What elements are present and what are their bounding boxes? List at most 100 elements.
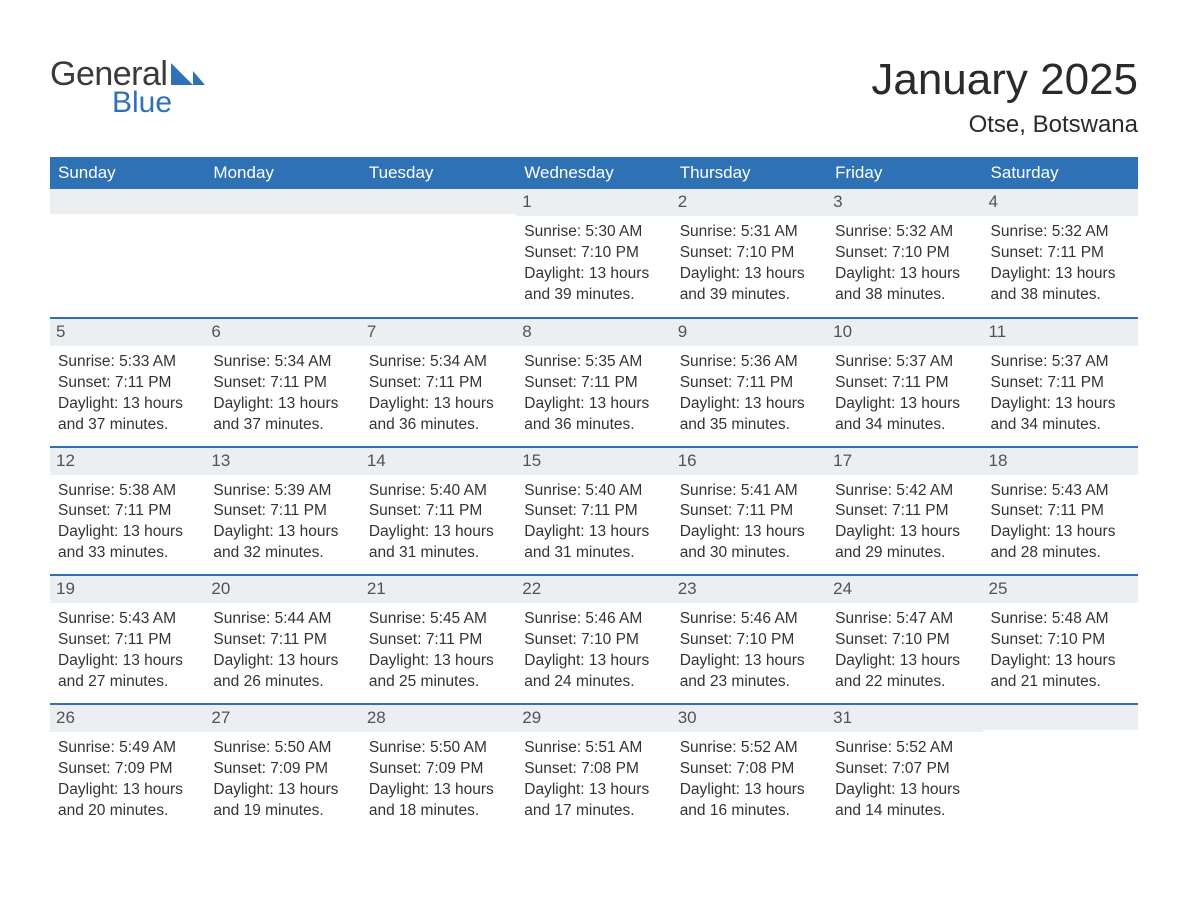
day-cell-2: 2 Sunrise: 5:31 AMSunset: 7:10 PMDaylight… [672, 189, 827, 317]
day-number: 8 [516, 319, 671, 346]
day-number: 9 [672, 319, 827, 346]
day-cell-22: 22 Sunrise: 5:46 AMSunset: 7:10 PMDayligh… [516, 576, 671, 703]
week-row: 1 Sunrise: 5:30 AMSunset: 7:10 PMDaylight… [50, 189, 1138, 317]
weekday-header: SundayMondayTuesdayWednesdayThursdayFrid… [50, 157, 1138, 189]
day-number: 12 [50, 448, 205, 475]
week-row: 19Sunrise: 5:43 AMSunset: 7:11 PMDayligh… [50, 574, 1138, 703]
header: General Blue January 2025 Otse, Botswana [50, 55, 1138, 139]
day-cell-12: 12 Sunrise: 5:38 AMSunset: 7:11 PMDayligh… [50, 448, 205, 575]
week-row: 5Sunrise: 5:33 AMSunset: 7:11 PMDaylight… [50, 317, 1138, 446]
week-row: 12 Sunrise: 5:38 AMSunset: 7:11 PMDayligh… [50, 446, 1138, 575]
day-number: 21 [361, 576, 516, 603]
day-number: 20 [205, 576, 360, 603]
day-number: 24 [827, 576, 982, 603]
day-details: Sunrise: 5:42 AMSunset: 7:11 PMDaylight:… [835, 481, 974, 565]
day-number: 10 [827, 319, 982, 346]
day-cell-21: 21 Sunrise: 5:45 AMSunset: 7:11 PMDayligh… [361, 576, 516, 703]
day-details: Sunrise: 5:44 AMSunset: 7:11 PMDaylight:… [213, 609, 352, 693]
day-number: 17 [827, 448, 982, 475]
day-cell-3: 3Sunrise: 5:32 AMSunset: 7:10 PMDaylight… [827, 189, 982, 317]
weekday-sunday: Sunday [50, 157, 205, 189]
day-cell-31: 31 Sunrise: 5:52 AMSunset: 7:07 PMDayligh… [827, 705, 982, 832]
day-cell-empty [361, 189, 516, 317]
location-label: Otse, Botswana [871, 111, 1138, 139]
day-number: 26 [50, 705, 205, 732]
day-cell-18: 18 Sunrise: 5:43 AMSunset: 7:11 PMDayligh… [983, 448, 1138, 575]
day-details: Sunrise: 5:52 AMSunset: 7:07 PMDaylight:… [835, 738, 974, 822]
day-cell-1: 1 Sunrise: 5:30 AMSunset: 7:10 PMDaylight… [516, 189, 671, 317]
day-cell-26: 26Sunrise: 5:49 AMSunset: 7:09 PMDayligh… [50, 705, 205, 832]
day-number: 16 [672, 448, 827, 475]
day-number: 6 [205, 319, 360, 346]
weekday-saturday: Saturday [983, 157, 1138, 189]
day-details: Sunrise: 5:50 AMSunset: 7:09 PMDaylight:… [369, 738, 508, 822]
day-details: Sunrise: 5:40 AMSunset: 7:11 PMDaylight:… [369, 481, 508, 565]
day-number [361, 189, 516, 214]
weekday-wednesday: Wednesday [516, 157, 671, 189]
weekday-monday: Monday [205, 157, 360, 189]
page-title: January 2025 [871, 55, 1138, 105]
day-cell-15: 15 Sunrise: 5:40 AMSunset: 7:11 PMDayligh… [516, 448, 671, 575]
day-details: Sunrise: 5:43 AMSunset: 7:11 PMDaylight:… [58, 609, 197, 693]
day-details: Sunrise: 5:46 AMSunset: 7:10 PMDaylight:… [680, 609, 819, 693]
day-cell-7: 7 Sunrise: 5:34 AMSunset: 7:11 PMDaylight… [361, 319, 516, 446]
day-cell-30: 30Sunrise: 5:52 AMSunset: 7:08 PMDayligh… [672, 705, 827, 832]
day-cell-17: 17 Sunrise: 5:42 AMSunset: 7:11 PMDayligh… [827, 448, 982, 575]
weekday-tuesday: Tuesday [361, 157, 516, 189]
day-number: 31 [827, 705, 982, 732]
day-cell-23: 23 Sunrise: 5:46 AMSunset: 7:10 PMDayligh… [672, 576, 827, 703]
logo-text-blue: Blue [112, 86, 205, 120]
day-details: Sunrise: 5:37 AMSunset: 7:11 PMDaylight:… [835, 352, 974, 436]
day-number: 13 [205, 448, 360, 475]
day-number: 7 [361, 319, 516, 346]
week-row: 26Sunrise: 5:49 AMSunset: 7:09 PMDayligh… [50, 703, 1138, 832]
day-number: 15 [516, 448, 671, 475]
day-details: Sunrise: 5:32 AMSunset: 7:11 PMDaylight:… [991, 222, 1130, 306]
day-number: 23 [672, 576, 827, 603]
day-cell-empty [983, 705, 1138, 832]
day-cell-empty [205, 189, 360, 317]
day-details: Sunrise: 5:45 AMSunset: 7:11 PMDaylight:… [369, 609, 508, 693]
day-details: Sunrise: 5:37 AMSunset: 7:11 PMDaylight:… [991, 352, 1130, 436]
day-details: Sunrise: 5:51 AMSunset: 7:08 PMDaylight:… [524, 738, 663, 822]
day-details: Sunrise: 5:34 AMSunset: 7:11 PMDaylight:… [369, 352, 508, 436]
day-number [205, 189, 360, 214]
day-number: 18 [983, 448, 1138, 475]
day-cell-14: 14 Sunrise: 5:40 AMSunset: 7:11 PMDayligh… [361, 448, 516, 575]
day-number: 3 [827, 189, 982, 216]
day-number: 14 [361, 448, 516, 475]
title-block: January 2025 Otse, Botswana [871, 55, 1138, 139]
day-number [983, 705, 1138, 730]
day-number: 22 [516, 576, 671, 603]
day-cell-25: 25 Sunrise: 5:48 AMSunset: 7:10 PMDayligh… [983, 576, 1138, 703]
day-number: 4 [983, 189, 1138, 216]
day-cell-5: 5Sunrise: 5:33 AMSunset: 7:11 PMDaylight… [50, 319, 205, 446]
day-details: Sunrise: 5:48 AMSunset: 7:10 PMDaylight:… [991, 609, 1130, 693]
day-number: 25 [983, 576, 1138, 603]
day-number: 30 [672, 705, 827, 732]
day-cell-24: 24 Sunrise: 5:47 AMSunset: 7:10 PMDayligh… [827, 576, 982, 703]
day-details: Sunrise: 5:43 AMSunset: 7:11 PMDaylight:… [991, 481, 1130, 565]
logo: General Blue [50, 55, 205, 120]
day-details: Sunrise: 5:47 AMSunset: 7:10 PMDaylight:… [835, 609, 974, 693]
day-cell-4: 4 Sunrise: 5:32 AMSunset: 7:11 PMDaylight… [983, 189, 1138, 317]
day-number: 27 [205, 705, 360, 732]
day-number: 29 [516, 705, 671, 732]
day-number: 2 [672, 189, 827, 216]
day-details: Sunrise: 5:31 AMSunset: 7:10 PMDaylight:… [680, 222, 819, 306]
calendar: SundayMondayTuesdayWednesdayThursdayFrid… [50, 157, 1138, 832]
day-cell-10: 10 Sunrise: 5:37 AMSunset: 7:11 PMDayligh… [827, 319, 982, 446]
day-details: Sunrise: 5:40 AMSunset: 7:11 PMDaylight:… [524, 481, 663, 565]
day-cell-27: 27 Sunrise: 5:50 AMSunset: 7:09 PMDayligh… [205, 705, 360, 832]
day-cell-29: 29 Sunrise: 5:51 AMSunset: 7:08 PMDayligh… [516, 705, 671, 832]
day-cell-8: 8 Sunrise: 5:35 AMSunset: 7:11 PMDaylight… [516, 319, 671, 446]
weekday-thursday: Thursday [672, 157, 827, 189]
day-details: Sunrise: 5:39 AMSunset: 7:11 PMDaylight:… [213, 481, 352, 565]
day-details: Sunrise: 5:30 AMSunset: 7:10 PMDaylight:… [524, 222, 663, 306]
day-number: 11 [983, 319, 1138, 346]
day-details: Sunrise: 5:35 AMSunset: 7:11 PMDaylight:… [524, 352, 663, 436]
day-details: Sunrise: 5:46 AMSunset: 7:10 PMDaylight:… [524, 609, 663, 693]
day-details: Sunrise: 5:50 AMSunset: 7:09 PMDaylight:… [213, 738, 352, 822]
day-details: Sunrise: 5:38 AMSunset: 7:11 PMDaylight:… [58, 481, 197, 565]
day-number: 1 [516, 189, 671, 216]
